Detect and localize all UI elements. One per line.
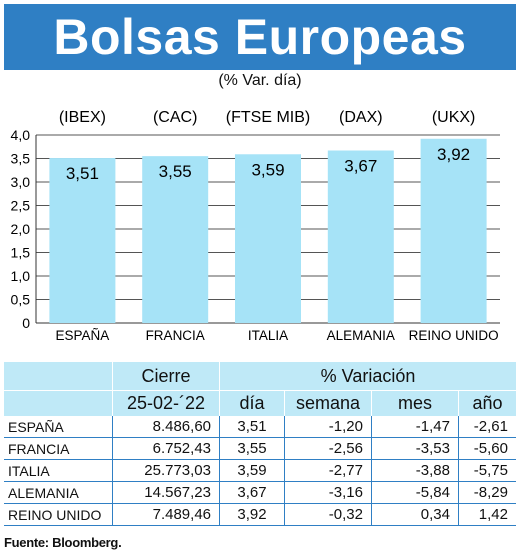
page-title: Bolsas Europeas: [53, 9, 467, 65]
y-tick-label: 1,5: [11, 245, 31, 261]
bar: [327, 150, 394, 323]
x-tick-label: ESPAÑA: [56, 328, 110, 343]
row-name: FRANCIA: [4, 437, 113, 460]
bar: [49, 158, 116, 323]
y-tick-label: 4,0: [11, 127, 31, 143]
x-tick-label: FRANCIA: [146, 328, 205, 343]
row-mes: -3,88: [371, 459, 459, 482]
row-semana: -2,77: [284, 459, 372, 482]
row-cierre: 6.752,43: [112, 437, 220, 460]
chart-subtitle: (% Var. día): [218, 72, 302, 89]
row-semana: -0,32: [284, 503, 372, 526]
row-anio: -8,29: [458, 481, 516, 504]
table-row: ESPAÑA 8.486,60 3,51 -1,20 -1,47 -2,61: [4, 416, 516, 438]
y-tick-label: 2,0: [11, 221, 31, 237]
data-label: 3,92: [437, 145, 470, 164]
x-tick-label: ITALIA: [248, 328, 288, 343]
row-mes: 0,34: [371, 503, 459, 526]
table-row: REINO UNIDO 7.489,46 3,92 -0,32 0,34 1,42: [4, 503, 516, 526]
row-name: REINO UNIDO: [4, 503, 113, 526]
row-semana: -3,16: [284, 481, 372, 504]
y-tick-label: 1,0: [11, 268, 31, 284]
header-col-mes: mes: [371, 390, 459, 416]
row-mes: -1,47: [371, 416, 459, 438]
index-label: (IBEX): [59, 109, 106, 126]
header-col-semana: semana: [284, 390, 372, 416]
row-mes: -5,84: [371, 481, 459, 504]
data-table-container: Cierre % Variación 25-02-´22 día semana …: [4, 362, 516, 526]
row-cierre: 14.567,23: [112, 481, 220, 504]
header-date: 25-02-´22: [112, 390, 220, 416]
row-anio: -5,75: [458, 459, 516, 482]
row-dia: 3,67: [219, 481, 285, 504]
row-anio: 1,42: [458, 503, 516, 526]
index-label: (FTSE MIB): [226, 109, 310, 126]
header-col-anio: año: [458, 390, 516, 416]
data-label: 3,51: [66, 164, 99, 183]
row-cierre: 25.773,03: [112, 459, 220, 482]
y-tick-label: 3,0: [11, 174, 31, 190]
row-mes: -3,53: [371, 437, 459, 460]
row-cierre: 8.486,60: [112, 416, 220, 438]
row-dia: 3,59: [219, 459, 285, 482]
source-note: Fuente: Bloomberg.: [4, 535, 122, 550]
y-tick-label: 0: [22, 315, 30, 331]
row-semana: -2,56: [284, 437, 372, 460]
data-label: 3,59: [251, 160, 284, 179]
data-label: 3,55: [159, 162, 192, 181]
table-corner: [4, 362, 113, 391]
index-label: (UKX): [432, 109, 476, 126]
bar: [235, 154, 301, 323]
data-label: 3,67: [344, 157, 377, 176]
row-anio: -2,61: [458, 416, 516, 438]
table-row: FRANCIA 6.752,43 3,55 -2,56 -3,53 -5,60: [4, 437, 516, 460]
x-tick-label: REINO UNIDO: [409, 328, 499, 343]
row-anio: -5,60: [458, 437, 516, 460]
row-dia: 3,55: [219, 437, 285, 460]
y-tick-label: 2,5: [11, 198, 31, 214]
header-col-dia: día: [219, 390, 285, 416]
row-name: ALEMANIA: [4, 481, 113, 504]
table-row: ITALIA 25.773,03 3,59 -2,77 -3,88 -5,75: [4, 459, 516, 482]
row-dia: 3,92: [219, 503, 285, 526]
y-tick-label: 0,5: [11, 292, 31, 308]
row-semana: -1,20: [284, 416, 372, 438]
bar: [142, 156, 209, 323]
row-cierre: 7.489,46: [112, 503, 220, 526]
header-cierre: Cierre: [112, 362, 220, 391]
y-tick-label: 3,5: [11, 151, 31, 167]
bar-chart: 0 0,5 1,0 1,5 2,0 2,5 3,0 3,5 4,0 3,51 ESPAÑA (IBEX…: [11, 109, 500, 343]
row-dia: 3,51: [219, 416, 285, 438]
table-row: ALEMANIA 14.567,23 3,67 -3,16 -5,84 -8,29: [4, 481, 516, 504]
table-corner-sub: [4, 390, 113, 416]
row-name: ITALIA: [4, 459, 113, 482]
bar: [420, 138, 487, 323]
title-banner: Bolsas Europeas: [4, 4, 516, 70]
header-variacion: % Variación: [219, 362, 516, 391]
data-table: Cierre % Variación 25-02-´22 día semana …: [4, 362, 516, 526]
row-name: ESPAÑA: [4, 416, 113, 438]
index-label: (DAX): [339, 109, 383, 126]
x-tick-label: ALEMANIA: [327, 328, 395, 343]
index-label: (CAC): [153, 109, 197, 126]
